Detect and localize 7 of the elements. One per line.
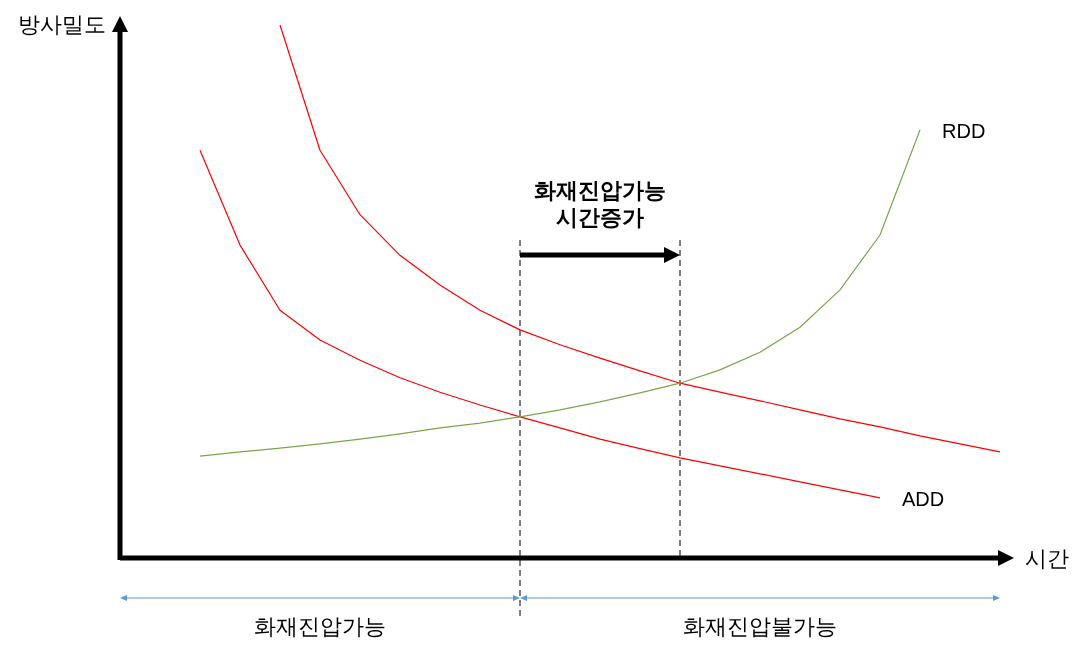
y-axis-title: 방사밀도 xyxy=(18,12,106,37)
x-axis-title: 시간 xyxy=(1025,546,1069,571)
series-label: ADD xyxy=(902,487,945,510)
text: 화재진압가능 xyxy=(254,614,386,639)
series-label: RDD xyxy=(942,120,986,142)
text: 화재진압불가능 xyxy=(683,614,837,639)
annotation: 화재진압가능 시간증가 xyxy=(534,178,666,230)
